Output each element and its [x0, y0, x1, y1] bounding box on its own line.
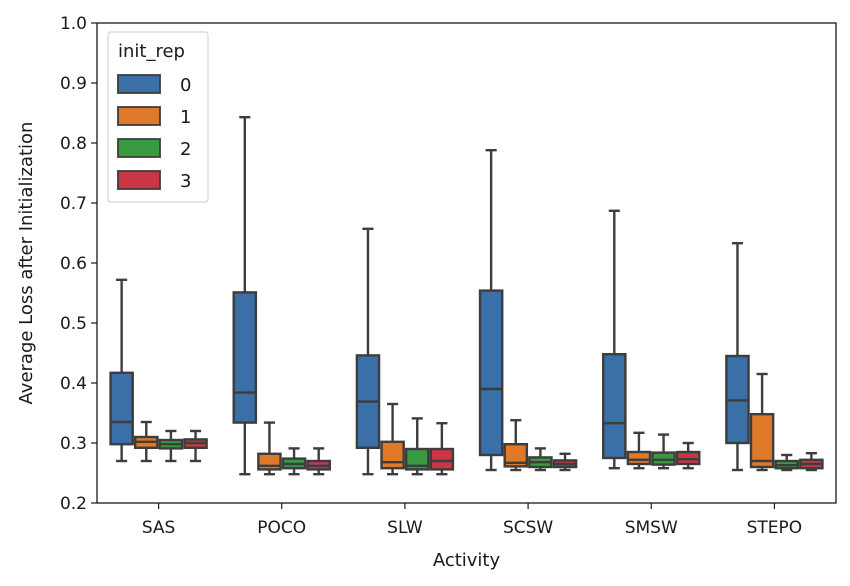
legend-title: init_rep: [118, 41, 185, 62]
axes-frame: [96, 22, 837, 504]
box-scsw-3: [552, 452, 578, 472]
box-stepo-0: [725, 241, 750, 472]
plot-area: [109, 115, 824, 476]
box-smsw-0: [602, 209, 627, 470]
iqr-box: [232, 291, 258, 424]
y-tick-label: 0.6: [60, 254, 87, 274]
iqr-box: [602, 353, 627, 460]
box-sas-2: [158, 429, 184, 463]
y-tick-label: 0.5: [60, 314, 87, 334]
box-slw-1: [380, 402, 405, 476]
box-poco-2: [281, 447, 307, 476]
y-tick-label: 0.8: [60, 134, 87, 154]
legend-label-1: 1: [180, 107, 191, 128]
box-sas-0: [109, 278, 134, 463]
x-axis-label: Activity: [433, 550, 501, 571]
iqr-box: [109, 371, 134, 446]
x-tick-label: SLW: [387, 518, 423, 538]
box-slw-0: [355, 227, 381, 476]
legend-swatch-3: [117, 170, 161, 190]
box-sas-1: [133, 420, 159, 463]
legend-swatch-2: [117, 138, 161, 158]
iqr-box: [478, 289, 504, 457]
y-axis: 0.2 0.3 0.4 0.5 0.6 0.7 0.8 0.9 1.0: [60, 14, 97, 514]
box-scsw-0: [478, 148, 504, 472]
x-tick-label: POCO: [257, 518, 306, 538]
box-slw-2: [404, 417, 430, 476]
y-axis-label: Average Loss after Initialization: [16, 122, 37, 405]
legend-swatch-1: [117, 106, 161, 126]
box-poco-0: [232, 115, 258, 476]
iqr-box: [429, 447, 455, 471]
y-tick-label: 0.4: [60, 374, 87, 394]
box-stepo-2: [774, 453, 800, 472]
box-poco-1: [257, 421, 282, 476]
y-tick-label: 0.7: [60, 194, 87, 214]
box-scsw-1: [503, 419, 529, 472]
legend-label-0: 0: [180, 75, 191, 96]
box-smsw-1: [626, 431, 652, 470]
box-smsw-2: [651, 433, 676, 470]
y-tick-label: 0.2: [60, 494, 87, 514]
box-stepo-1: [749, 372, 775, 472]
iqr-box: [626, 450, 652, 466]
legend-label-2: 2: [180, 139, 191, 160]
iqr-box: [503, 443, 529, 468]
x-tick-label: SMSW: [625, 518, 678, 538]
box-stepo-3: [799, 452, 824, 472]
x-tick-label: SCSW: [503, 518, 553, 538]
legend-swatch-0: [117, 74, 161, 94]
iqr-box: [404, 447, 430, 471]
y-tick-label: 1.0: [60, 14, 87, 34]
iqr-box: [380, 440, 405, 470]
x-tick-label: SAS: [142, 518, 176, 538]
y-tick-label: 0.9: [60, 74, 87, 94]
legend-label-3: 3: [180, 171, 191, 192]
box-poco-3: [306, 447, 331, 476]
box-sas-3: [183, 429, 208, 463]
x-axis: SAS POCO SLW SCSW SMSW STEPO: [142, 503, 802, 538]
box-scsw-2: [528, 447, 553, 472]
box-smsw-3: [675, 441, 701, 470]
iqr-box: [749, 413, 775, 469]
x-tick-label: STEPO: [747, 518, 803, 538]
legend: init_rep 0 1 2 3: [107, 31, 209, 203]
box-slw-3: [429, 422, 455, 476]
y-tick-label: 0.3: [60, 434, 87, 454]
iqr-box: [257, 452, 282, 471]
